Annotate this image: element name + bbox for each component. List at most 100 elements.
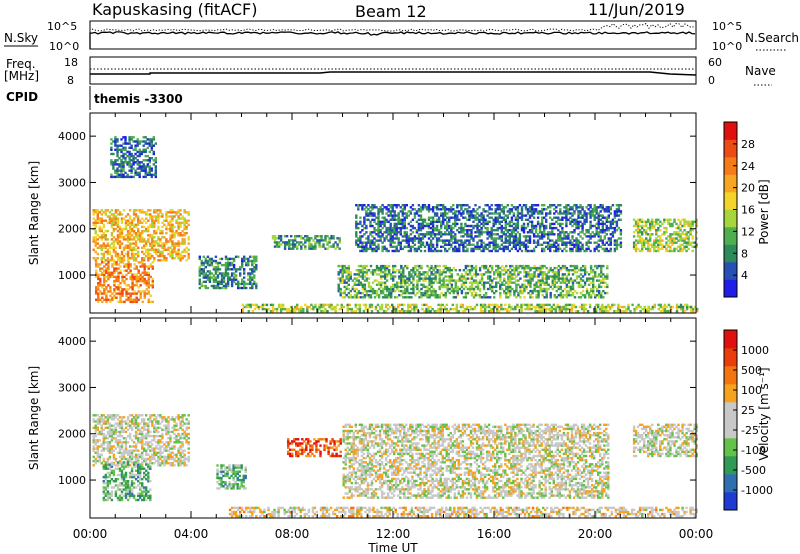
heatmap-cell — [147, 273, 150, 276]
heatmap-cell — [104, 246, 107, 249]
heatmap-cell — [159, 232, 162, 235]
heatmap-cell — [488, 206, 491, 209]
heatmap-cell — [141, 225, 144, 229]
heatmap-cell — [499, 277, 502, 280]
heatmap-cell — [187, 252, 190, 256]
heatmap-cell — [549, 239, 552, 242]
heatmap-cell — [563, 241, 566, 244]
nsearch-tick-top: 10^5 — [712, 20, 742, 33]
heatmap-cell — [151, 279, 154, 283]
heatmap-cell — [667, 310, 671, 313]
heatmap-cell — [109, 286, 112, 289]
heatmap-cell — [149, 225, 152, 229]
heatmap-cell — [153, 242, 156, 245]
heatmap-cell — [565, 277, 569, 280]
heatmap-cell — [594, 264, 597, 268]
heatmap-cell — [602, 273, 605, 276]
heatmap-cell — [118, 259, 122, 262]
heatmap-cell — [126, 219, 130, 222]
heatmap-cell — [137, 254, 140, 258]
heatmap-cell — [385, 208, 388, 211]
heatmap-cell — [555, 241, 558, 244]
heatmap-cell — [391, 216, 394, 219]
heatmap-cell — [541, 220, 544, 223]
heatmap-cell — [524, 237, 528, 240]
heatmap-cell — [449, 307, 452, 311]
heatmap-cell — [352, 310, 355, 313]
heatmap-cell — [204, 274, 207, 277]
heatmap-cell — [547, 269, 550, 272]
heatmap-cell — [476, 235, 479, 238]
heatmap-cell — [212, 286, 216, 290]
heatmap-cell — [613, 303, 616, 307]
heatmap-cell — [173, 242, 176, 245]
heatmap-cell — [326, 247, 329, 250]
heatmap-cell — [161, 229, 164, 233]
heatmap-cell — [422, 271, 425, 274]
heatmap-cell — [153, 225, 156, 229]
heatmap-cell — [208, 263, 212, 267]
heatmap-cell — [595, 229, 598, 232]
heatmap-cell — [512, 229, 516, 232]
heatmap-cell — [460, 277, 464, 280]
heatmap-cell — [665, 305, 669, 309]
heatmap-cell — [214, 259, 218, 263]
heatmap-cell — [338, 307, 341, 311]
heatmap-cell — [300, 247, 303, 250]
heatmap-cell — [601, 220, 604, 223]
heatmap-cell — [506, 235, 509, 238]
heatmap-cell — [206, 274, 210, 277]
heatmap-cell — [144, 140, 147, 143]
heatmap-cell — [104, 229, 107, 233]
heatmap-cell — [421, 224, 425, 228]
heatmap-cell — [392, 269, 395, 272]
heatmap-cell — [512, 231, 516, 234]
heatmap-cell — [464, 264, 468, 268]
heatmap-cell — [226, 282, 230, 286]
heatmap-cell — [165, 232, 168, 235]
heatmap-cell — [103, 277, 106, 281]
heatmap-cell — [569, 231, 572, 234]
heatmap-cell — [486, 296, 490, 299]
heatmap-cell — [551, 283, 554, 286]
heatmap-cell — [462, 296, 466, 299]
heatmap-cell — [442, 269, 445, 272]
heatmap-cell — [555, 289, 558, 293]
heatmap-cell — [108, 252, 112, 256]
heatmap-cell — [361, 285, 365, 289]
heatmap-cell — [138, 140, 141, 143]
heatmap-cell — [470, 287, 474, 291]
heatmap-cell — [118, 144, 121, 147]
heatmap-cell — [472, 281, 476, 284]
heatmap-cell — [99, 267, 102, 270]
heatmap-cell — [175, 211, 178, 214]
heatmap-cell — [539, 285, 542, 289]
heatmap-cell — [427, 245, 431, 248]
heatmap-cell — [637, 303, 640, 307]
heatmap-cell — [157, 221, 160, 224]
heatmap-cell — [369, 231, 372, 234]
heatmap-cell — [165, 259, 168, 262]
heatmap-cell — [279, 310, 283, 313]
heatmap-cell — [102, 257, 105, 260]
heatmap-cell — [681, 310, 685, 313]
heatmap-cell — [495, 289, 498, 293]
heatmap-cell — [597, 233, 600, 236]
heatmap-cell — [592, 291, 595, 295]
heatmap-cell — [226, 276, 230, 279]
heatmap-cell — [396, 269, 399, 272]
heatmap-cell — [587, 296, 591, 299]
heatmap-cell — [466, 287, 470, 291]
heatmap-cell — [216, 280, 220, 283]
heatmap-cell — [446, 269, 449, 272]
heatmap-cell — [398, 294, 401, 297]
heatmap-cell — [296, 247, 299, 250]
heatmap-cell — [559, 285, 562, 289]
heatmap-cell — [375, 233, 378, 236]
heatmap-cell — [125, 269, 128, 272]
heatmap-cell — [591, 208, 594, 211]
heatmap-cell — [132, 159, 135, 162]
heatmap-cell — [523, 296, 526, 299]
heatmap-cell — [148, 138, 151, 141]
heatmap-cell — [536, 310, 539, 313]
